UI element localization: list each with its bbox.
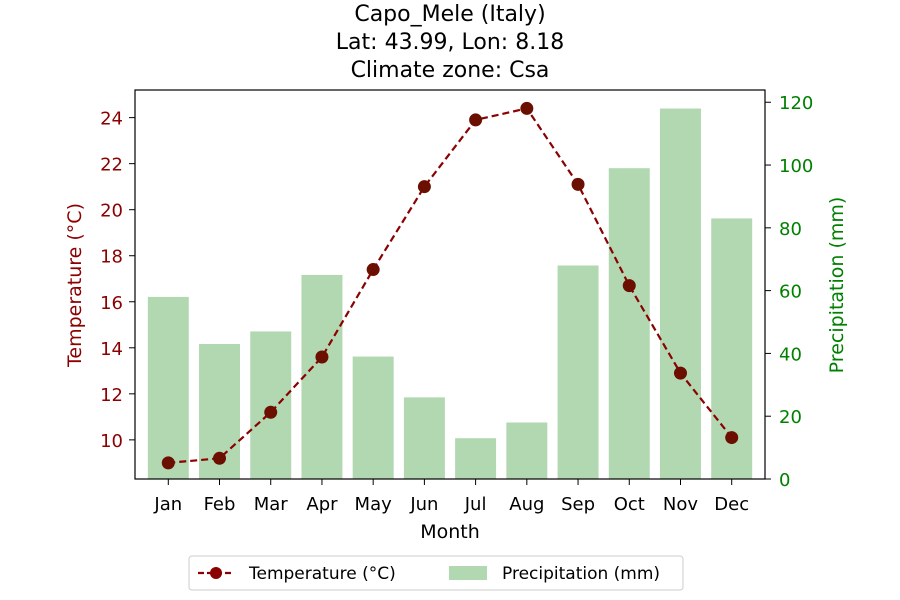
temperature-series xyxy=(161,101,739,470)
temperature-point-jan xyxy=(161,456,175,470)
y-axis-right-label: Precipitation (mm) xyxy=(826,197,848,374)
legend-temperature-marker xyxy=(210,567,222,579)
precip-bar-jan xyxy=(147,296,189,479)
temperature-point-jun xyxy=(417,180,431,194)
x-tick-label-oct: Oct xyxy=(614,494,645,515)
temperature-point-aug xyxy=(520,101,534,115)
precip-bar-nov xyxy=(660,108,701,480)
y-left-tick-label: 14 xyxy=(100,339,123,360)
legend-frame xyxy=(188,555,684,591)
x-tick-label-mar: Mar xyxy=(254,494,289,515)
y-right-tick-label: 60 xyxy=(779,282,802,303)
x-tick-label-aug: Aug xyxy=(509,494,544,515)
chart-title: Capo_Mele (Italy) Lat: 43.99, Lon: 8.18 … xyxy=(336,2,564,83)
x-tick-label-apr: Apr xyxy=(306,494,338,515)
temperature-point-dec xyxy=(725,431,739,445)
temperature-point-nov xyxy=(673,366,687,380)
x-tick-label-jun: Jun xyxy=(409,494,438,515)
precip-bar-may xyxy=(352,356,394,479)
precip-bar-jul xyxy=(455,438,497,479)
precip-bar-sep xyxy=(557,265,599,479)
x-axis: Jan Feb Mar Apr May Jun Jul Aug Sep Oct Nov Dec xyxy=(153,479,749,515)
plot-frame xyxy=(134,89,766,480)
legend-precipitation-label: Precipitation (mm) xyxy=(502,564,660,584)
x-tick-label-sep: Sep xyxy=(561,494,595,515)
x-tick-label-feb: Feb xyxy=(204,494,236,515)
precip-bar-aug xyxy=(506,422,548,479)
y-axis-left-label: Temperature (°C) xyxy=(64,203,86,368)
x-tick-label-jul: Jul xyxy=(464,494,487,515)
y-left-tick-label: 10 xyxy=(100,431,123,452)
y-axis-left: 10 12 14 16 18 20 22 24 xyxy=(100,109,135,452)
legend-temperature-label: Temperature (°C) xyxy=(248,564,396,584)
y-right-tick-label: 120 xyxy=(779,93,813,114)
temperature-point-sep xyxy=(571,177,585,191)
precipitation-bars xyxy=(147,108,753,480)
temperature-line xyxy=(168,107,733,464)
x-tick-label-dec: Dec xyxy=(714,494,749,515)
y-right-tick-label: 100 xyxy=(779,156,813,177)
y-left-tick-label: 12 xyxy=(100,385,123,406)
y-right-tick-label: 80 xyxy=(779,219,802,240)
y-right-tick-label: 40 xyxy=(779,344,802,365)
temperature-point-feb xyxy=(213,451,227,465)
y-right-tick-label: 0 xyxy=(779,470,790,491)
title-line-2: Lat: 43.99, Lon: 8.18 xyxy=(336,30,564,55)
legend-precipitation-swatch xyxy=(449,566,487,580)
temperature-point-apr xyxy=(315,350,329,364)
precip-bar-oct xyxy=(608,168,650,479)
precip-bar-apr xyxy=(301,274,343,479)
x-tick-label-may: May xyxy=(355,494,393,515)
y-axis-right: 0 20 40 60 80 100 120 xyxy=(765,93,813,491)
y-left-tick-label: 20 xyxy=(100,201,123,222)
temperature-point-oct xyxy=(622,279,636,293)
y-right-tick-label: 20 xyxy=(779,407,802,428)
temperature-point-mar xyxy=(264,405,278,419)
legend: Temperature (°C) Precipitation (mm) xyxy=(188,555,684,591)
y-left-tick-label: 16 xyxy=(100,293,123,314)
temperature-point-may xyxy=(366,263,380,277)
title-line-1: Capo_Mele (Italy) xyxy=(354,2,545,27)
y-left-tick-label: 18 xyxy=(100,247,123,268)
precip-bar-mar xyxy=(250,331,292,479)
x-tick-label-jan: Jan xyxy=(153,494,182,515)
y-left-tick-label: 22 xyxy=(100,155,123,176)
y-left-tick-label: 24 xyxy=(100,109,123,130)
x-axis-label: Month xyxy=(420,521,480,543)
precip-bar-jun xyxy=(403,397,445,479)
x-tick-label-nov: Nov xyxy=(663,494,698,515)
temperature-point-jul xyxy=(469,113,483,127)
title-line-3: Climate zone: Csa xyxy=(351,58,550,83)
